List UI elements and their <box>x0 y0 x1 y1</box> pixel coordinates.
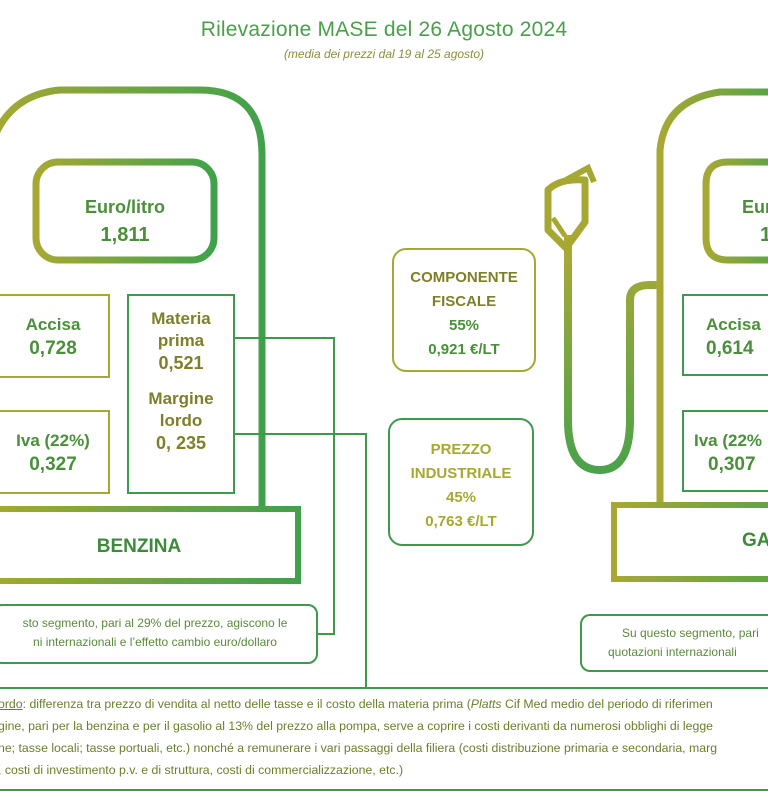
left-materia-label-1: Materia <box>151 309 211 328</box>
left-connector-b <box>234 433 367 688</box>
left-materia-value: 0,521 <box>158 353 204 373</box>
right-note-line-1: Su questo segmento, pari <box>622 626 759 640</box>
bottom-note-box: ordo: differenza tra prezzo di vendita a… <box>0 687 768 791</box>
bottom-note-platts: Platts <box>470 697 502 711</box>
left-margine-label-1: Margine <box>148 389 214 408</box>
industrial-price-box: PREZZO INDUSTRIALE 45% 0,763 €/LT <box>388 418 534 546</box>
page-subtitle: (media dei prezzi dal 19 al 25 agosto) <box>283 47 485 61</box>
left-iva-box: Iva (22%) 0,327 <box>0 410 110 494</box>
right-note-box: Su questo segmento, pari quotazioni inte… <box>580 614 768 672</box>
right-price-label: Eur <box>742 197 768 217</box>
left-note-line-1: sto segmento, pari al 29% del prezzo, ag… <box>22 616 288 630</box>
left-fuel-name: BENZINA <box>96 536 182 557</box>
left-margine-value: 0, 235 <box>155 433 207 453</box>
right-iva-value: 0,307 <box>708 454 756 475</box>
left-display-frame <box>32 158 218 264</box>
nozzle-handle <box>544 176 589 252</box>
left-iva-value: 0,327 <box>29 454 77 475</box>
left-price-value: 1,811 <box>100 224 150 246</box>
right-pump-base <box>611 502 768 582</box>
industrial-label-2: INDUSTRIALE <box>410 465 512 482</box>
right-accisa-label: Accisa <box>706 315 761 334</box>
left-industrial-box: Materia prima 0,521 Margine lordo 0, 235 <box>127 294 235 494</box>
right-accisa-box: Accisa 0,614 <box>682 294 768 376</box>
left-iva-label: Iva (22%) <box>16 431 90 450</box>
left-materia-label-2: prima <box>157 331 205 350</box>
left-accisa-box: Accisa 0,728 <box>0 294 110 378</box>
right-accisa-value: 0,614 <box>706 338 754 359</box>
left-connector-a <box>234 337 335 635</box>
left-price-box: Euro/litro 1,811 <box>36 196 214 248</box>
bottom-note-line-1-suffix: Cif Med medio del periodo di riferimen <box>501 697 713 711</box>
left-margine-label-2: lordo <box>159 411 203 430</box>
page-title: Rilevazione MASE del 26 Agosto 2024 <box>200 18 568 41</box>
bottom-note-line-1: ordo: differenza tra prezzo di vendita a… <box>0 694 713 714</box>
right-iva-box: Iva (22% 0,307 <box>682 410 768 492</box>
industrial-value: 0,763 €/LT <box>425 513 497 530</box>
fiscal-label-1: COMPONENTE <box>410 269 518 286</box>
right-display-frame <box>702 158 768 264</box>
bottom-note-line-2: gine, pari per la benzina e per il gasol… <box>0 719 713 733</box>
left-note-box: sto segmento, pari al 29% del prezzo, ag… <box>0 604 318 664</box>
fiscal-value: 0,921 €/LT <box>428 341 500 358</box>
nozzle-hose <box>564 235 660 475</box>
bottom-note-line-3: ne; tasse locali; tasse portuali, etc.) … <box>0 741 718 755</box>
left-price-label: Euro/litro <box>85 197 165 217</box>
left-pump-base <box>0 506 301 584</box>
left-pump-body <box>0 86 266 510</box>
nozzle-head <box>564 163 597 184</box>
bottom-note-term: ordo <box>0 697 23 711</box>
right-price-value: 1 <box>760 224 768 246</box>
bottom-note-line-1-text: : differenza tra prezzo di vendita al ne… <box>22 697 471 711</box>
right-note-line-2: quotazioni internazionali <box>608 645 737 659</box>
left-note-line-2: ni internazionali e l’effetto cambio eur… <box>33 635 277 649</box>
nozzle-tip <box>550 216 568 238</box>
fiscal-label-2: FISCALE <box>431 293 497 310</box>
right-price-box: Eur 1 <box>742 196 768 248</box>
right-pump-body <box>656 88 768 505</box>
fiscal-pct: 55% <box>448 317 480 334</box>
industrial-label-1: PREZZO <box>430 441 492 458</box>
industrial-pct: 45% <box>445 489 477 506</box>
fiscal-component-box: COMPONENTE FISCALE 55% 0,921 €/LT <box>392 248 536 372</box>
bottom-note-line-4: , costi di investimento p.v. e di strutt… <box>0 763 404 777</box>
left-accisa-label: Accisa <box>25 315 81 334</box>
right-iva-label: Iva (22% <box>694 431 763 450</box>
left-accisa-value: 0,728 <box>29 338 77 359</box>
right-fuel-name: GA <box>742 530 768 551</box>
